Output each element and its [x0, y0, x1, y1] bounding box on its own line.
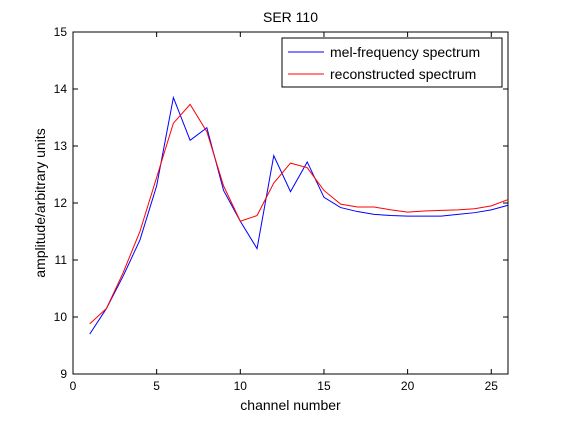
- x-axis-ticks: 0 5 10 15 20 25: [70, 32, 499, 393]
- y-tick-label: 15: [54, 25, 68, 39]
- x-tick-label: 15: [317, 379, 331, 393]
- legend: mel-frequency spectrum reconstructed spe…: [281, 37, 503, 88]
- x-tick-label: 20: [401, 379, 415, 393]
- x-tick-label: 5: [153, 379, 160, 393]
- legend-label-mel-frequency-spectrum: mel-frequency spectrum: [330, 44, 480, 60]
- y-tick-label: 12: [54, 196, 68, 210]
- series-lines: [89, 95, 509, 335]
- chart-title: SER 110: [263, 9, 318, 25]
- y-axis-label: amplitude/arbitrary units: [32, 128, 48, 277]
- x-tick-label: 25: [485, 379, 499, 393]
- y-tick-label: 14: [54, 82, 68, 96]
- legend-box: [281, 37, 503, 88]
- series-line-reconstructed-spectrum: [89, 103, 509, 325]
- plot-area: [72, 31, 509, 375]
- legend-label-reconstructed-spectrum: reconstructed spectrum: [330, 66, 476, 82]
- x-tick-label: 10: [234, 379, 248, 393]
- y-tick-label: 10: [54, 310, 68, 324]
- y-tick-label: 13: [54, 139, 68, 153]
- y-axis-ticks: 9 10 11 12 13 14 15: [54, 25, 508, 381]
- x-axis-label: channel number: [240, 397, 341, 413]
- y-tick-label: 11: [55, 253, 68, 267]
- x-tick-label: 0: [70, 379, 77, 393]
- series-line-mel-frequency-spectrum: [89, 95, 509, 335]
- y-tick-label: 9: [60, 367, 67, 381]
